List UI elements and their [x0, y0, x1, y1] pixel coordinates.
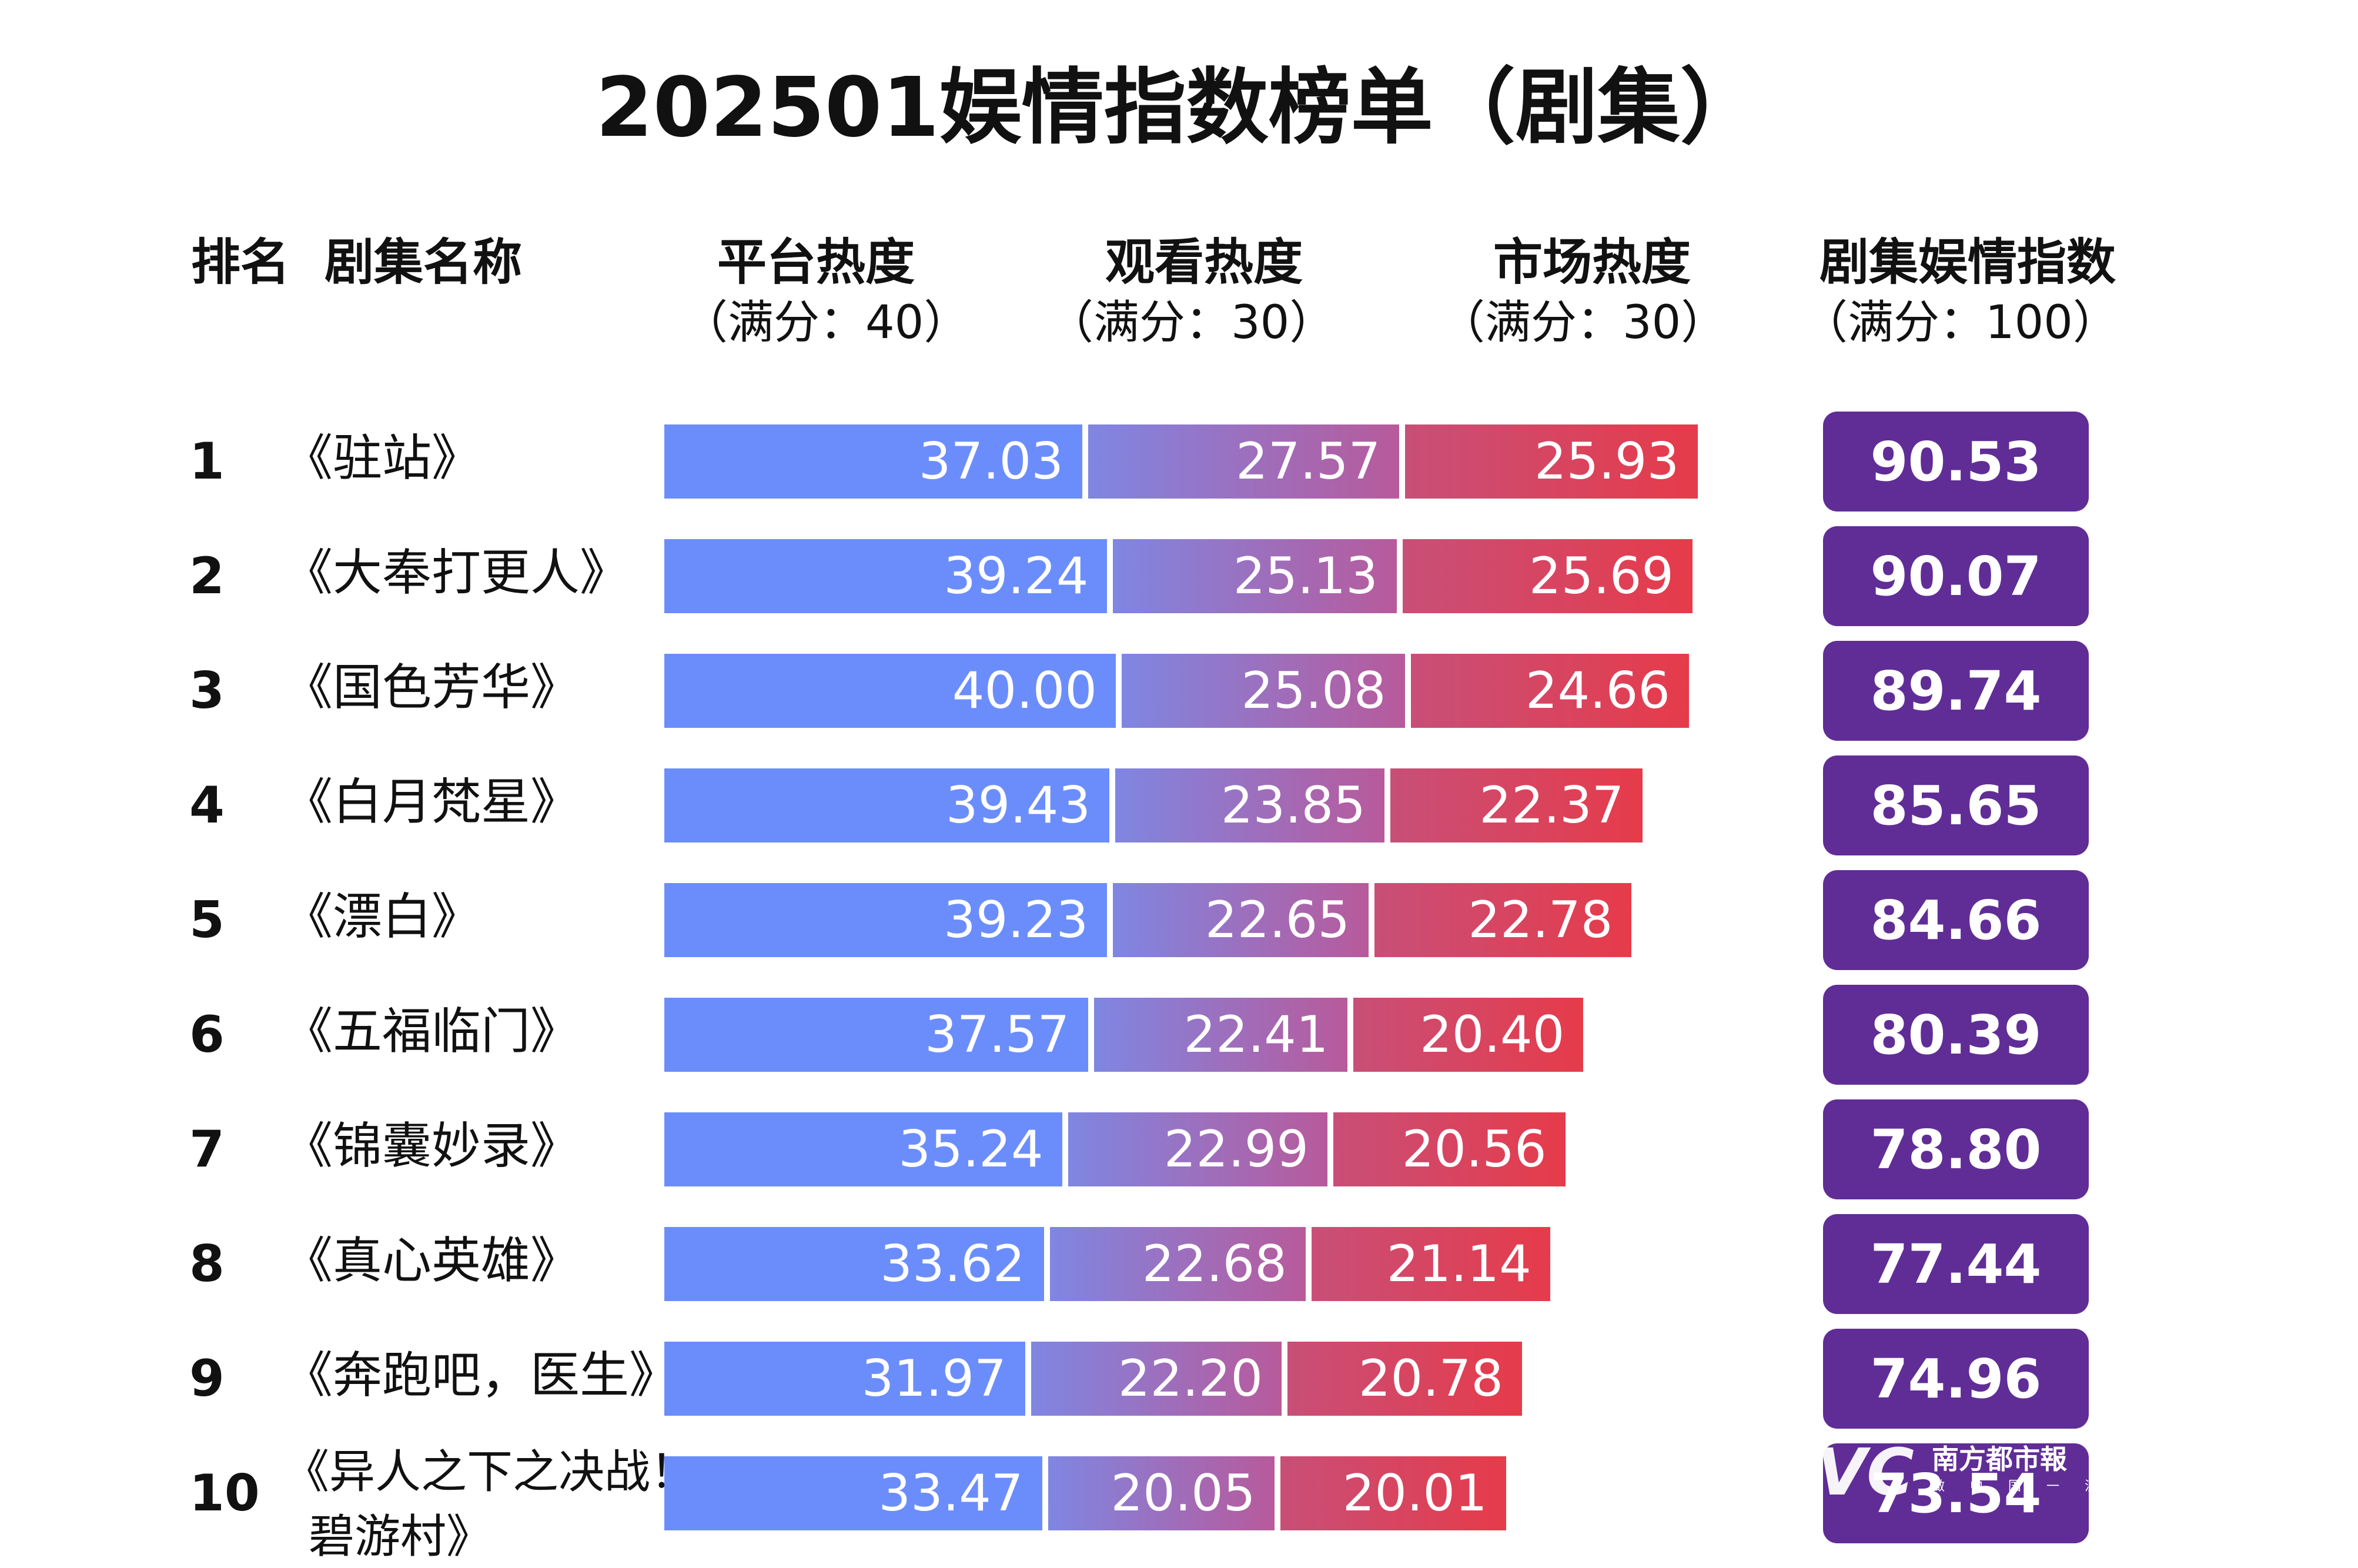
show-name: 《锦囊妙录》: [283, 1117, 580, 1175]
index-badge: 73.54: [1823, 1443, 2089, 1543]
rank-label: 10: [189, 1464, 260, 1523]
bar-segment-watch: 22.20: [1031, 1342, 1282, 1416]
show-name-line: 《异人之下之决战！: [283, 1446, 697, 1499]
rank-label: 9: [189, 1349, 225, 1408]
header-platform: 平台热度: [717, 233, 915, 291]
show-name: 《真心英雄》: [283, 1232, 580, 1289]
header-platform-max: （满分：40）: [682, 296, 970, 349]
index-badge: 80.39: [1823, 985, 2089, 1085]
index-badge: 77.44: [1823, 1214, 2089, 1314]
show-name: 《漂白》: [283, 888, 481, 945]
bar-segment-watch: 23.85: [1115, 768, 1384, 842]
show-name: 《国色芳华》: [283, 658, 580, 716]
header-rank: 排名: [191, 233, 290, 291]
index-badge: 90.53: [1823, 412, 2089, 511]
show-name: 《白月梵星》: [283, 773, 580, 831]
index-badge: 85.65: [1823, 755, 2089, 855]
bar-segment-watch: 20.05: [1048, 1456, 1275, 1530]
header-market: 市场热度: [1493, 233, 1691, 291]
chart-title: 202501娱情指数榜单（剧集）: [596, 60, 1762, 156]
header-index: 剧集娱情指数: [1819, 233, 2116, 291]
index-badge: 90.07: [1823, 526, 2089, 626]
header-name: 剧集名称: [325, 233, 523, 291]
bar-segment-market: 20.40: [1353, 998, 1584, 1072]
bar-segment-watch: 22.99: [1068, 1112, 1327, 1186]
bar-segment-platform: 39.43: [664, 768, 1110, 842]
index-badge: 84.66: [1823, 870, 2089, 970]
rank-label: 1: [189, 432, 225, 491]
bar-segment-market: 20.01: [1280, 1456, 1506, 1530]
index-badge: 78.80: [1823, 1099, 2089, 1199]
bar-segment-platform: 33.62: [664, 1227, 1044, 1301]
bar-segment-market: 20.78: [1287, 1342, 1523, 1416]
show-name: 《奔跑吧，医生》: [283, 1346, 679, 1404]
show-name: 《大奉打更人》: [283, 544, 630, 601]
bar-segment-platform: 40.00: [664, 654, 1116, 728]
header-index-max: （满分：100）: [1802, 296, 2119, 349]
bar-segment-watch: 22.68: [1049, 1227, 1306, 1301]
bar-segment-platform: 33.47: [664, 1456, 1042, 1530]
watermark-paper-name: 南方都市報: [1932, 1443, 2067, 1475]
header-market-max: （满分：30）: [1439, 296, 1727, 349]
bar-segment-watch: 22.65: [1113, 883, 1369, 957]
header-watch-max: （满分：30）: [1048, 296, 1336, 349]
bar-segment-market: 22.37: [1390, 768, 1643, 842]
bar-segment-market: 20.56: [1333, 1112, 1566, 1186]
bar-segment-watch: 25.08: [1122, 654, 1405, 728]
bar-segment-platform: 39.24: [664, 539, 1108, 613]
bar-segment-market: 21.14: [1311, 1227, 1550, 1301]
bar-segment-watch: 25.13: [1113, 539, 1397, 613]
bar-segment-platform: 37.57: [664, 998, 1089, 1072]
show-name-line: 碧游村》: [309, 1510, 493, 1563]
bar-segment-market: 25.93: [1405, 424, 1698, 499]
rank-label: 7: [189, 1120, 225, 1179]
bar-segment-platform: 31.97: [664, 1342, 1025, 1416]
bar-segment-platform: 37.03: [664, 424, 1082, 499]
rank-label: 3: [189, 661, 225, 720]
bar-segment-market: 24.66: [1410, 654, 1689, 728]
rank-label: 4: [189, 776, 225, 835]
bar-segment-platform: 35.24: [664, 1112, 1062, 1186]
watermark: VC 南方都市報 做 中 国 一 流 智 媒: [1817, 1435, 2174, 1510]
bar-segment-market: 22.78: [1374, 883, 1632, 957]
index-badge: 74.96: [1823, 1329, 2089, 1429]
rank-label: 8: [189, 1235, 225, 1293]
rank-label: 2: [189, 547, 225, 606]
rank-label: 6: [189, 1005, 225, 1064]
bar-segment-market: 25.69: [1402, 539, 1693, 613]
show-name: 《驻站》: [283, 429, 481, 487]
bar-segment-platform: 39.23: [664, 883, 1108, 957]
watermark-slogan: 做 中 国 一 流 智 媒: [1932, 1479, 2185, 1494]
rank-label: 5: [189, 891, 225, 950]
bar-segment-watch: 22.41: [1094, 998, 1347, 1072]
header-watch: 观看热度: [1105, 233, 1303, 291]
watermark-logo: VC: [1817, 1435, 1914, 1510]
bar-segment-watch: 27.57: [1088, 424, 1400, 499]
show-name: 《五福临门》: [283, 1002, 580, 1060]
index-badge: 89.74: [1823, 641, 2089, 741]
